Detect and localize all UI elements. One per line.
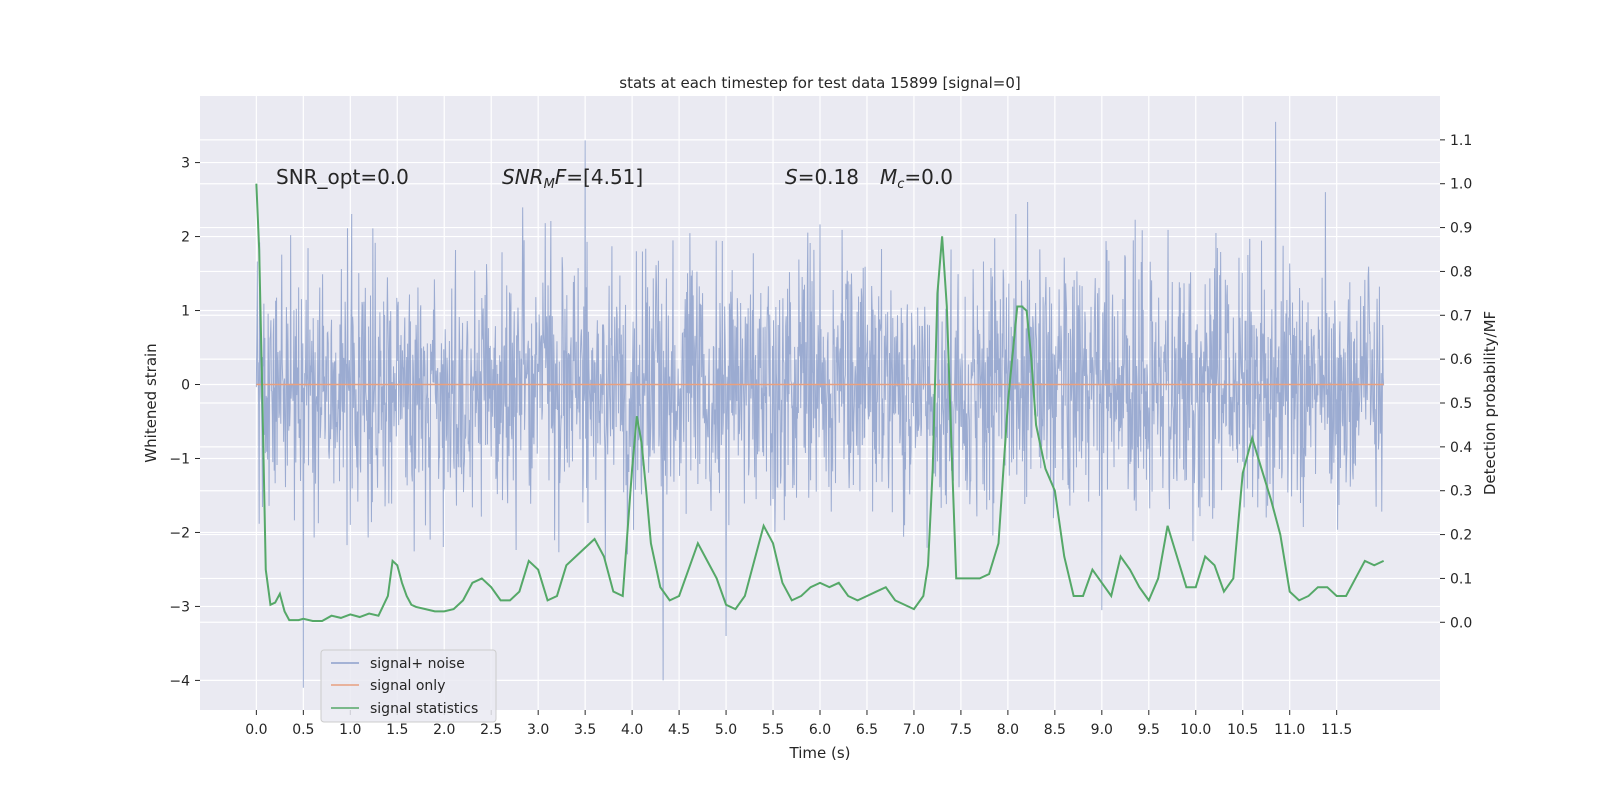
y-right-tick-label: 0.7 bbox=[1450, 308, 1472, 324]
x-tick-label: 5.0 bbox=[715, 722, 737, 738]
x-tick-label: 0.5 bbox=[292, 722, 314, 738]
y-left-tick-label: −1 bbox=[169, 451, 190, 467]
y-left-tick-label: −2 bbox=[169, 525, 190, 541]
x-tick-label: 10.0 bbox=[1180, 722, 1211, 738]
x-tick-label: 0.0 bbox=[245, 722, 267, 738]
legend-label-signal-plus-noise: signal+ noise bbox=[370, 656, 465, 672]
y-right-tick-label: 0.3 bbox=[1450, 484, 1472, 500]
y-left-tick-label: 2 bbox=[181, 230, 190, 246]
x-tick-label: 11.5 bbox=[1321, 722, 1352, 738]
snr-mf-prefix: SNR bbox=[502, 165, 544, 189]
x-tick-label: 3.5 bbox=[574, 722, 596, 738]
x-tick-label: 8.5 bbox=[1044, 722, 1066, 738]
signal-plus-noise-line bbox=[255, 121, 1385, 688]
x-tick-label: 2.0 bbox=[433, 722, 455, 738]
y-right-tick-label: 1.1 bbox=[1450, 133, 1472, 149]
y-left-tick-label: −3 bbox=[169, 599, 190, 615]
mc-symbol: M bbox=[880, 165, 897, 189]
legend: signal+ noise signal only signal statist… bbox=[320, 649, 497, 723]
y-left-tick-label: 0 bbox=[181, 378, 190, 394]
snr-mf-mid: F bbox=[555, 165, 567, 189]
y-right-axis-ticks: 1.1 1.0 0.9 0.8 0.7 0.6 0.5 0.4 0.3 0.2 0.1 0.0 bbox=[1440, 133, 1472, 631]
legend-label-signal-statistics: signal statistics bbox=[370, 701, 478, 717]
mc-value: =0.0 bbox=[904, 165, 953, 189]
y-right-tick-label: 1.0 bbox=[1450, 177, 1472, 193]
x-axis-label: Time (s) bbox=[789, 744, 851, 762]
x-tick-label: 7.5 bbox=[950, 722, 972, 738]
s-symbol: S bbox=[785, 165, 798, 189]
x-tick-label: 4.5 bbox=[668, 722, 690, 738]
y-right-axis-label: Detection probability/MF bbox=[1481, 311, 1499, 495]
annotation-snr-opt: SNR_opt=0.0 bbox=[276, 165, 409, 189]
x-tick-label: 10.5 bbox=[1227, 722, 1258, 738]
snr-mf-sub: M bbox=[544, 177, 555, 192]
annotations: SNR_opt=0.0 SNRMF=[4.51] S=0.18 Mc=0.0 bbox=[276, 165, 953, 192]
chart-title: stats at each timestep for test data 158… bbox=[619, 74, 1020, 92]
y-right-tick-label: 0.2 bbox=[1450, 528, 1472, 544]
series-signal-statistics bbox=[255, 183, 1385, 622]
x-tick-label: 6.5 bbox=[856, 722, 878, 738]
x-tick-label: 2.5 bbox=[480, 722, 502, 738]
signal-statistics-line bbox=[255, 183, 1385, 622]
annotation-snr-mf: SNRMF=[4.51] bbox=[502, 165, 643, 192]
legend-box bbox=[320, 649, 497, 723]
annotation-mc: Mc=0.0 bbox=[880, 165, 953, 192]
x-tick-label: 1.5 bbox=[386, 722, 408, 738]
y-left-axis-ticks: 3 2 1 0 −1 −2 −3 −4 bbox=[169, 156, 200, 689]
y-left-axis-label: Whitened strain bbox=[142, 343, 160, 462]
x-tick-label: 9.5 bbox=[1138, 722, 1160, 738]
y-left-tick-label: 3 bbox=[181, 156, 190, 172]
y-right-tick-label: 0.1 bbox=[1450, 571, 1472, 587]
x-tick-label: 6.0 bbox=[809, 722, 831, 738]
x-axis-ticks: 0.0 0.5 1.0 1.5 2.0 2.5 3.0 3.5 4.0 4.5 5.0 5.5 6.0 6… bbox=[245, 710, 1352, 738]
y-right-tick-label: 0.6 bbox=[1450, 352, 1472, 368]
y-left-tick-label: 1 bbox=[181, 304, 190, 320]
legend-label-signal-only: signal only bbox=[370, 678, 445, 694]
x-tick-label: 9.0 bbox=[1091, 722, 1113, 738]
x-tick-label: 4.0 bbox=[621, 722, 643, 738]
y-right-tick-label: 0.4 bbox=[1450, 440, 1472, 456]
y-left-tick-label: −4 bbox=[169, 673, 190, 689]
y-right-tick-label: 0.9 bbox=[1450, 221, 1472, 237]
x-tick-label: 8.0 bbox=[997, 722, 1019, 738]
snr-mf-value: =[4.51] bbox=[566, 165, 643, 189]
s-value: =0.18 bbox=[798, 165, 859, 189]
series-signal-plus-noise bbox=[255, 121, 1385, 688]
x-tick-label: 1.0 bbox=[339, 722, 361, 738]
x-tick-label: 3.0 bbox=[527, 722, 549, 738]
y-right-tick-label: 0.0 bbox=[1450, 615, 1472, 631]
mc-sub: c bbox=[897, 177, 904, 192]
x-tick-label: 11.0 bbox=[1274, 722, 1305, 738]
y-right-tick-label: 0.5 bbox=[1450, 396, 1472, 412]
x-tick-label: 5.5 bbox=[762, 722, 784, 738]
annotation-s: S=0.18 bbox=[785, 165, 859, 189]
y-right-tick-label: 0.8 bbox=[1450, 264, 1472, 280]
x-tick-label: 7.0 bbox=[903, 722, 925, 738]
